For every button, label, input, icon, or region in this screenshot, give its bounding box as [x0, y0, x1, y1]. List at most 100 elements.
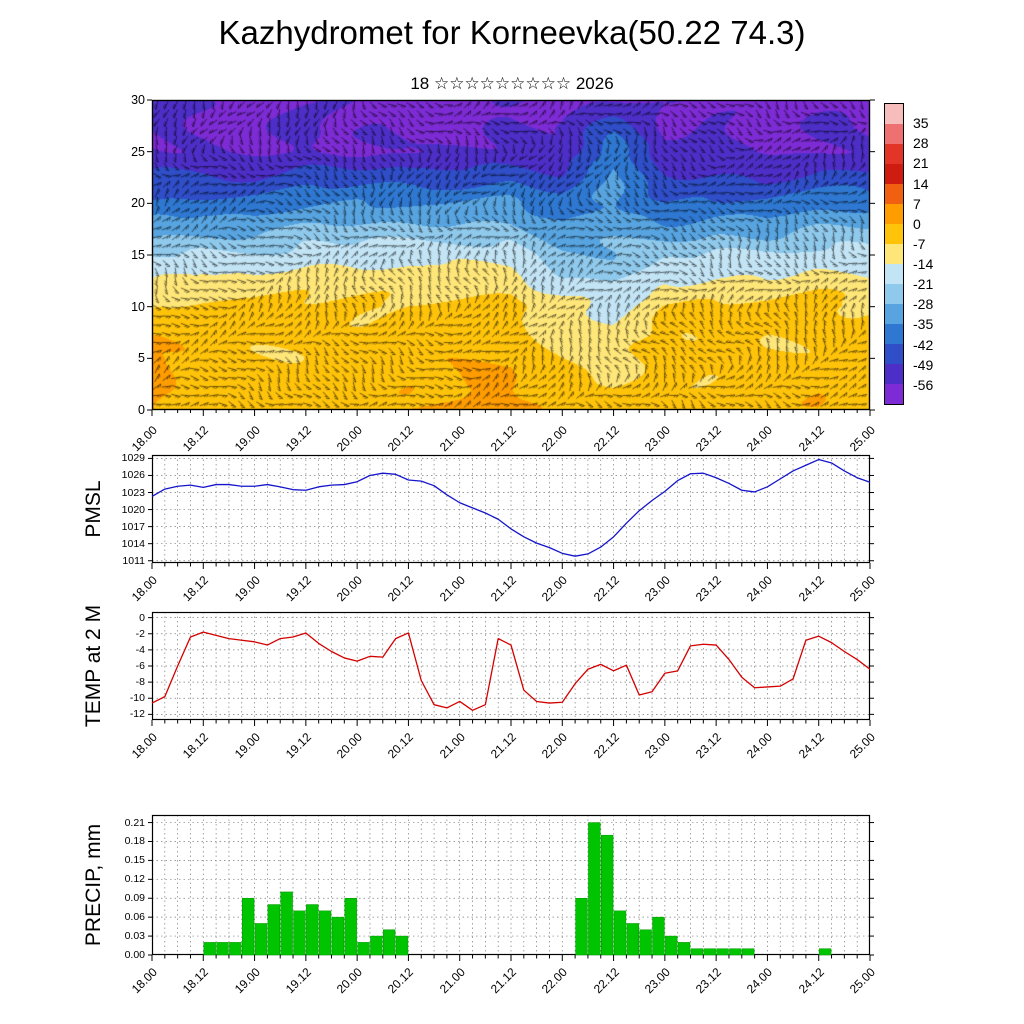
- temp-chart: [148, 611, 874, 726]
- y-tick-label: 0.15: [124, 854, 145, 867]
- x-tick-label-text: 19.00: [231, 573, 263, 605]
- colorbar-label: 35: [913, 115, 929, 132]
- precip-bar: [203, 942, 216, 956]
- panel-frame: [151, 611, 871, 721]
- pmsl-axis-label-text: PMSL: [82, 480, 105, 538]
- precip-bar: [344, 897, 357, 956]
- grid: [152, 612, 870, 720]
- precip-bar: [818, 948, 832, 956]
- y-tick-label: 0.21: [124, 816, 145, 829]
- colorbar-label: -21: [913, 276, 934, 293]
- precip-bar: [665, 935, 678, 956]
- x-tick-label-text: 22.12: [590, 730, 622, 762]
- colorbar-label: 0: [913, 215, 921, 232]
- colorbar-label: 21: [913, 155, 929, 172]
- x-tick-label-text: 19.12: [282, 423, 314, 455]
- colorbar-label: -28: [913, 296, 934, 313]
- x-tick-label-text: 21.00: [436, 730, 468, 762]
- y-tick-label: -8: [135, 676, 145, 689]
- x-tick-label-text: 19.00: [231, 423, 263, 455]
- cross-section-canvas: [152, 100, 870, 410]
- y-tick-label: 5: [138, 351, 145, 366]
- x-tick-label-text: 24.00: [744, 730, 776, 762]
- x-tick-label-text: 20.12: [385, 573, 417, 605]
- y-tick-label: 30: [131, 93, 145, 107]
- x-tick-label-text: 22.00: [539, 965, 571, 997]
- precip-axis-label-text: PRECIP, mm: [82, 823, 105, 947]
- x-tick-label-text: 18.12: [180, 573, 212, 605]
- pmsl-chart: [148, 454, 874, 569]
- cross-section-axes: [147, 99, 875, 416]
- colorbar-segment: [885, 164, 903, 184]
- x-tick-label-text: 21.12: [487, 730, 519, 762]
- x-tick-label-text: 21.00: [436, 573, 468, 605]
- x-tick-label-text: 24.12: [795, 730, 827, 762]
- x-tick-label-text: 18.00: [128, 730, 160, 762]
- x-tick-label-text: 25.00: [846, 965, 878, 997]
- y-tick-label: 10: [131, 299, 145, 314]
- precip-bars: [203, 822, 832, 956]
- precip-bar: [395, 935, 409, 956]
- precip-bar: [742, 948, 755, 956]
- temp-axis-label-text: TEMP at 2 M: [82, 604, 105, 728]
- grid: [152, 815, 870, 955]
- y-tick-label: 0.06: [124, 911, 145, 924]
- ticks: [148, 457, 874, 569]
- y-tick-label: 15: [131, 248, 145, 262]
- x-tick-label-text: 24.12: [795, 573, 827, 605]
- y-tick-label: -10: [129, 692, 145, 705]
- x-tick-label-text: 18.00: [128, 573, 160, 605]
- precip-bar: [690, 948, 704, 956]
- x-tick-label-text: 24.00: [744, 965, 776, 997]
- x-tick-label-text: 23.00: [641, 573, 673, 605]
- precip-chart: [148, 814, 874, 961]
- x-tick-label-text: 20.12: [385, 965, 417, 997]
- y-tick-label: 0: [139, 611, 145, 624]
- precip-bar: [613, 910, 627, 956]
- colorbar-label: -49: [913, 356, 934, 373]
- precip-bar: [306, 904, 319, 956]
- precip-bar: [729, 948, 742, 956]
- cross-section-panel: [147, 99, 875, 416]
- x-tick-label-text: 24.12: [795, 423, 827, 455]
- y-tick-label: 0: [138, 403, 145, 417]
- x-tick-label-text: 18.12: [180, 423, 212, 455]
- x-tick-label-text: 22.12: [590, 965, 622, 997]
- y-tick-label: -2: [135, 627, 145, 640]
- x-tick-label-text: 22.00: [539, 423, 571, 455]
- x-tick-label-text: 20.00: [333, 730, 366, 762]
- colorbar-label: -56: [913, 376, 934, 393]
- precip-bar: [293, 910, 306, 956]
- x-tick-label-text: 22.00: [539, 730, 571, 762]
- x-tick-label-text: 20.00: [333, 423, 366, 455]
- y-tick-label: 1026: [121, 469, 145, 482]
- temp2m-series-line: [151, 631, 871, 711]
- y-tick-label: 0.00: [124, 949, 145, 961]
- x-tick-label-text: 22.12: [590, 423, 622, 455]
- precip-bar: [626, 923, 639, 956]
- x-tick-label-text: 23.12: [692, 965, 725, 997]
- x-tick-label-text: 19.12: [282, 730, 314, 762]
- panel-frame: [151, 454, 871, 564]
- x-tick-label-text: 24.00: [744, 573, 776, 605]
- colorbar-label: 14: [913, 175, 929, 192]
- precip-bar: [370, 935, 383, 956]
- x-tick-label-text: 20.12: [385, 423, 417, 455]
- x-tick-label-text: 20.00: [333, 965, 366, 997]
- x-tick-label-text: 20.12: [385, 730, 417, 762]
- precip-bar: [229, 942, 242, 956]
- x-tick-label-text: 25.00: [846, 573, 878, 605]
- x-tick-label-text: 18.12: [180, 730, 212, 762]
- y-tick-label: 1023: [121, 486, 145, 499]
- panel-frame: [151, 814, 871, 956]
- colorbar-segment: [885, 344, 903, 364]
- precip-bar: [575, 897, 588, 956]
- x-tick-label-text: 23.12: [692, 573, 725, 605]
- y-tick-label: 0.03: [124, 930, 145, 943]
- x-tick-label-text: 23.00: [641, 730, 673, 762]
- colorbar-label: -7: [913, 235, 926, 252]
- colorbar-segment: [885, 204, 903, 224]
- colorbar-segment: [885, 224, 903, 244]
- precip-bar: [601, 834, 614, 956]
